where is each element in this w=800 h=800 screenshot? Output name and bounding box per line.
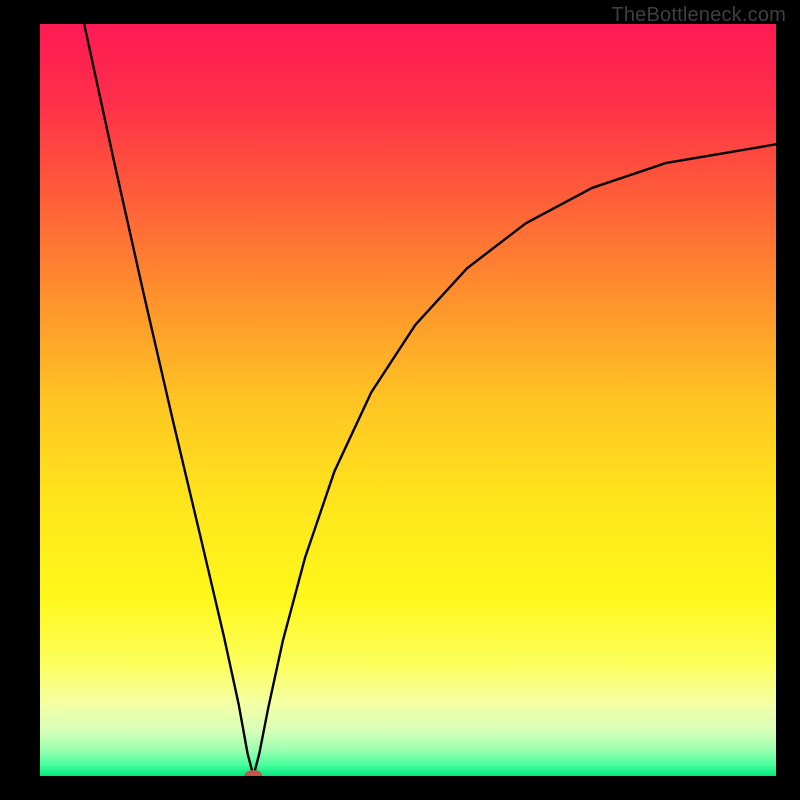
chart-plot-background [40,24,776,776]
bottleneck-chart: TheBottleneck.com [0,0,800,800]
chart-svg [0,0,800,800]
watermark-text: TheBottleneck.com [611,4,786,27]
